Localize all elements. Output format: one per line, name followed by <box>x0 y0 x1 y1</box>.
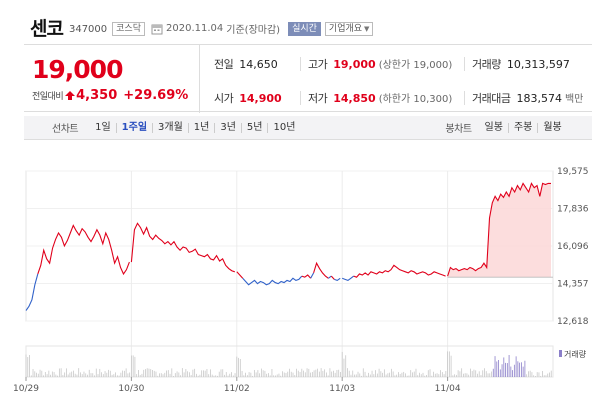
change-row: 전일대비 4,350 +29.69% <box>32 88 188 103</box>
current-price: 19,000 <box>32 55 123 84</box>
stat-label: 저가 <box>308 92 328 105</box>
candle-chart-title: 봉차트 <box>445 124 472 135</box>
chevron-down-icon: ▼ <box>364 24 370 33</box>
y-tick-label: 16,096 <box>557 242 589 252</box>
stock-code: 347000 <box>68 23 108 35</box>
x-tick-label: 11/04 <box>435 384 461 394</box>
y-tick-label: 17,836 <box>557 205 589 215</box>
x-axis-ticks: 10/29 10/30 11/02 11/03 11/04 <box>13 377 461 394</box>
company-overview-dropdown[interactable]: 기업개요 ▼ <box>324 21 374 36</box>
stat-value: 19,000 <box>333 58 376 71</box>
divider <box>464 91 465 105</box>
market-badge: 코스닥 <box>112 21 145 36</box>
stat-value: 14,900 <box>239 92 282 105</box>
line-period-tab[interactable]: 1년 <box>187 122 215 133</box>
stat-high: 고가 19,000 (상한가 19,000) <box>308 56 452 72</box>
stock-header: 센코 347000 코스닥 2020.11.04 기준(장마감) 실시간 기업개… <box>30 14 374 40</box>
price-line-10-29 <box>25 273 39 311</box>
candle-period-tab[interactable]: 월봉 <box>537 122 566 133</box>
stat-volume: 거래량 10,313,597 <box>472 56 570 72</box>
price-line-11-03 <box>342 275 355 282</box>
stat-prev-close: 전일 14,650 <box>214 56 278 72</box>
stat-label: 전일 <box>214 58 234 71</box>
stat-sub: (하한가 10,300) <box>378 94 453 105</box>
stat-value: 14,850 <box>333 92 376 105</box>
price-line-11-02 <box>334 277 341 282</box>
price-chart: 19,575 17,836 16,096 14,357 12,618 10/29 10/3… <box>13 167 589 394</box>
price-block: 19,000 전일대비 4,350 +29.69% <box>24 45 200 113</box>
company-overview-label: 기업개요 <box>328 23 363 34</box>
quote-summary: 19,000 전일대비 4,350 +29.69% 전일 14,650 고가 1… <box>24 44 592 113</box>
price-line-11-04 <box>447 182 551 277</box>
stat-turnover: 거래대금 183,574 백만 <box>472 90 583 106</box>
y-tick-label: 12,618 <box>557 317 589 327</box>
line-period-tab[interactable]: 3년 <box>214 122 241 133</box>
stat-label: 거래량 <box>472 58 501 71</box>
quote-date: 2020.11.04 <box>166 23 224 34</box>
chart-period-bar: 선차트 1일 1주일 3개월 1년 3년 5년 10년 봉차트 일봉 주봉 월봉 <box>24 116 592 140</box>
line-period-tab[interactable]: 5년 <box>240 122 268 133</box>
legend-label: 거래량 <box>564 349 587 359</box>
y-tick-label: 19,575 <box>557 167 589 177</box>
limit-up-icon <box>65 91 76 100</box>
line-period-tab[interactable]: 3개월 <box>152 122 188 133</box>
stat-sub: (상한가 19,000) <box>378 60 453 71</box>
x-tick-label: 10/29 <box>13 384 39 394</box>
price-line-11-02 <box>328 275 332 279</box>
line-period-tabs: 1일 1주일 3개월 1년 3년 5년 10년 <box>90 121 300 133</box>
volume-bars <box>25 351 552 377</box>
line-period-tab[interactable]: 1일 <box>95 121 111 133</box>
stat-label: 거래대금 <box>472 92 511 105</box>
x-tick-label: 10/30 <box>118 384 144 394</box>
stat-open: 시가 14,900 <box>214 90 282 106</box>
divider <box>464 57 465 71</box>
stat-value: 14,650 <box>239 58 278 71</box>
quote-date-note: 기준(장마감) <box>226 25 281 36</box>
x-tick-label: 11/02 <box>224 384 250 394</box>
stat-label: 시가 <box>214 92 234 105</box>
x-tick-label: 11/03 <box>329 384 355 394</box>
stock-name: 센코 <box>30 17 64 40</box>
line-period-tab[interactable]: 10년 <box>267 122 300 133</box>
candle-period-tab[interactable]: 일봉 <box>484 121 503 133</box>
stat-label: 고가 <box>308 58 328 71</box>
price-line-11-02 <box>310 272 315 279</box>
gain-area <box>447 183 551 278</box>
price-line-10-29 <box>37 224 130 276</box>
realtime-button[interactable]: 실시간 <box>288 21 321 36</box>
line-period-tab[interactable]: 1주일 <box>115 122 152 133</box>
line-chart-title: 선차트 <box>52 124 79 135</box>
divider <box>300 57 301 71</box>
stat-value: 10,313,597 <box>506 58 570 71</box>
price-line-11-02 <box>242 275 303 286</box>
change-percent: +29.69% <box>123 88 189 103</box>
calendar-icon <box>151 24 163 34</box>
change-value: 4,350 <box>76 88 118 103</box>
legend-swatch <box>559 350 562 357</box>
y-tick-label: 14,357 <box>557 280 589 290</box>
price-line-10-30 <box>130 222 235 273</box>
price-series <box>25 182 551 311</box>
stat-unit: 백만 <box>564 94 584 105</box>
candle-period-tab[interactable]: 주봉 <box>507 122 537 133</box>
change-label: 전일대비 <box>32 92 64 102</box>
volume-legend: 거래량 <box>559 349 587 359</box>
price-line-11-02 <box>330 275 335 280</box>
stat-value: 183,574 <box>516 92 562 105</box>
stat-low: 저가 14,850 (하한가 10,300) <box>308 90 452 106</box>
divider <box>300 91 301 105</box>
price-line-11-02 <box>313 261 329 279</box>
price-line-11-03 <box>353 264 446 278</box>
price-line-11-02 <box>301 274 312 279</box>
price-line-11-02 <box>236 271 244 279</box>
candle-period-tabs: 일봉 주봉 월봉 <box>480 121 567 133</box>
y-axis-ticks: 19,575 17,836 16,096 14,357 12,618 <box>557 167 589 327</box>
gain-fill <box>447 183 553 278</box>
